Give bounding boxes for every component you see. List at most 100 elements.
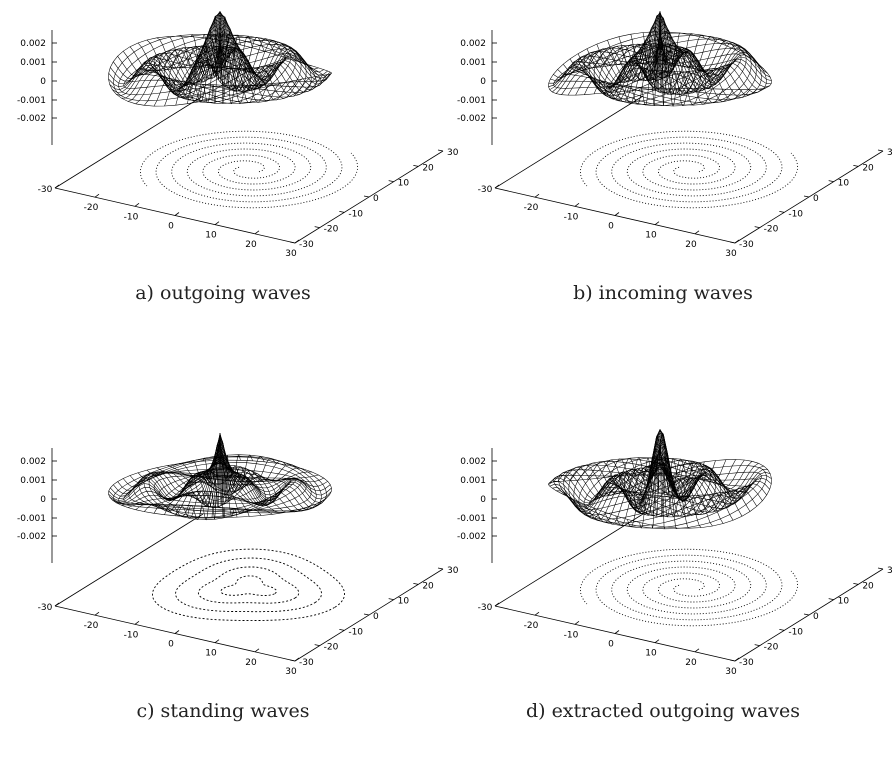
surface-radial-line — [219, 37, 265, 72]
surface-radial-line — [219, 448, 319, 486]
base-contour — [139, 130, 359, 209]
x-tick-mark — [734, 239, 740, 244]
back-edge-line — [54, 95, 204, 189]
panel-b: 0.002 0.001 0 -0.001 -0.002 -30 -20 -10 0 10 20 30-… — [440, 0, 893, 364]
surface-radial-line — [659, 456, 767, 508]
surface-radial-line — [219, 34, 225, 104]
surface-radial-line — [164, 434, 221, 518]
surface-radial-line — [219, 13, 294, 101]
y-tick-mark — [388, 180, 394, 183]
surface-radial-line — [615, 28, 661, 104]
panel-a-caption: a) outgoing waves — [135, 282, 311, 304]
z-tick-label: 0.001 — [460, 58, 486, 68]
surface-radial-line — [567, 429, 661, 517]
surface-radial-line — [651, 444, 661, 529]
x-tick-label: -30 — [478, 603, 493, 613]
y-tick-label: -10 — [788, 627, 803, 637]
panel-c: 0.002 0.001 0 -0.001 -0.002 -30 -20 -10 0 10 20 30-… — [0, 418, 459, 782]
surface-radial-line — [548, 42, 661, 88]
surface-radial-line — [569, 19, 661, 83]
surface-radial-line — [219, 15, 327, 91]
surface-radial-line — [659, 18, 743, 101]
y-tick-mark — [754, 644, 760, 647]
x-tick-label: 10 — [645, 649, 657, 659]
back-edge-line — [494, 95, 644, 189]
y-tick-mark — [853, 582, 859, 585]
surface-radial-line — [659, 466, 734, 521]
z-tick-label: 0.002 — [20, 457, 46, 467]
y-tick-mark — [413, 164, 419, 167]
surface-radial-line — [627, 24, 661, 105]
surface-radial-line — [219, 459, 311, 512]
surface-radial-line — [659, 466, 724, 524]
contour-spiral-arm — [579, 130, 783, 203]
surface-radial-line — [110, 462, 221, 501]
surface-radial-line — [116, 452, 221, 505]
y-tick-mark — [754, 226, 760, 229]
surface-ring-line — [168, 465, 271, 507]
surface-radial-line — [219, 18, 273, 103]
y-tick-label: 0 — [373, 194, 379, 204]
surface-radial-line — [659, 48, 764, 80]
contour-spiral-arm — [595, 554, 799, 627]
x-tick-mark — [654, 639, 660, 643]
x-tick-label: -20 — [84, 621, 99, 631]
x-tick-label: 10 — [205, 649, 217, 659]
y-tick-mark — [877, 567, 884, 570]
panel-b-caption: b) incoming waves — [573, 282, 753, 304]
x-tick-mark — [214, 639, 220, 643]
surface-radial-line — [659, 12, 713, 105]
wave-surface — [548, 429, 772, 530]
surface-radial-line — [219, 447, 273, 515]
surface-radial-line — [211, 38, 221, 104]
surface-radial-line — [659, 23, 757, 96]
z-tick-label: -0.002 — [17, 114, 46, 124]
x-tick-label: -10 — [124, 212, 139, 222]
y-tick-mark — [388, 598, 394, 601]
y-tick-label: 10 — [398, 179, 410, 189]
z-tick-label: -0.001 — [17, 514, 46, 524]
contour-ring — [152, 548, 345, 622]
x-tick-label: -10 — [124, 630, 139, 640]
y-tick-mark — [437, 567, 444, 570]
y-tick-label: 30 — [887, 566, 893, 576]
surface-radial-line — [659, 435, 693, 496]
y-tick-label: 0 — [813, 194, 819, 204]
y-tick-label: 30 — [447, 148, 459, 158]
x-tick-mark — [654, 221, 660, 225]
x-tick-label: 30 — [725, 667, 737, 677]
y-tick-mark — [779, 628, 785, 631]
panel-d: 0.002 0.001 0 -0.001 -0.002 -30 -20 -10 0 10 20 30-… — [440, 418, 893, 782]
surface-radial-line — [219, 443, 262, 516]
y-tick-label: -20 — [764, 643, 779, 653]
y-tick-label: 20 — [862, 581, 874, 591]
x-tick-mark — [174, 212, 180, 216]
z-tick-label: -0.002 — [457, 532, 486, 542]
surface-radial-line — [659, 16, 734, 103]
y-tick-label: 30 — [447, 566, 459, 576]
x-tick-mark — [614, 212, 620, 216]
x-tick-mark — [254, 648, 260, 653]
surface-radial-line — [596, 459, 661, 494]
contour-ring — [175, 557, 322, 613]
panel-d-plot: 0.0020.0010-0.001-0.002-30-20-100102030-… — [457, 429, 893, 677]
surface-radial-line — [190, 25, 221, 78]
x-tick-label: 0 — [608, 222, 614, 232]
surface-radial-line — [219, 437, 238, 518]
panel-a: 0.002 0.001 0 -0.001 -0.002 -30 -20 -10 0 10 20 30-… — [0, 0, 459, 364]
y-tick-label: 20 — [422, 163, 434, 173]
y-tick-label: 20 — [862, 163, 874, 173]
x-tick-label: 30 — [285, 667, 297, 677]
surface-radial-line — [550, 452, 661, 502]
x-tick-mark — [534, 193, 540, 198]
surface-radial-line — [548, 447, 661, 504]
x-tick-mark — [734, 657, 740, 662]
x-tick-mark — [614, 630, 620, 634]
x-tick-mark — [254, 230, 260, 235]
surface-radial-line — [219, 12, 323, 93]
surface-radial-line — [127, 445, 221, 508]
surface-radial-line — [187, 45, 221, 104]
surface-radial-line — [219, 36, 319, 80]
y-tick-mark — [363, 613, 370, 616]
surface-radial-line — [557, 459, 661, 499]
